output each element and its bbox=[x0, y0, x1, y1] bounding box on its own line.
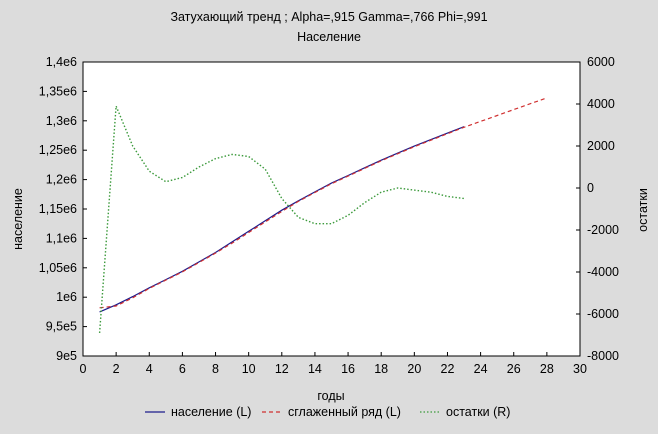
x-tick-label: 26 bbox=[507, 362, 521, 376]
chart-subtitle: Население bbox=[297, 30, 361, 44]
y-left-tick-label: 1,25e6 bbox=[39, 143, 77, 157]
y-left-tick-label: 1,35e6 bbox=[39, 84, 77, 98]
x-tick-label: 14 bbox=[308, 362, 322, 376]
chart-title: Затухающий тренд ; Alpha=,915 Gamma=,766… bbox=[170, 10, 487, 24]
x-tick-label: 28 bbox=[540, 362, 554, 376]
x-axis-label: годы bbox=[317, 389, 344, 403]
y-left-tick-label: 1,4e6 bbox=[46, 55, 77, 69]
y-left-tick-label: 9e5 bbox=[56, 349, 77, 363]
x-tick-label: 12 bbox=[275, 362, 289, 376]
y-left-tick-label: 9,5e5 bbox=[46, 320, 77, 334]
y-right-tick-label: -4000 bbox=[587, 265, 619, 279]
series-line-2 bbox=[99, 97, 548, 309]
plot-area bbox=[82, 61, 581, 357]
y-left-tick-label: 1,3e6 bbox=[46, 114, 77, 128]
y-left-tick-label: 1,2e6 bbox=[46, 173, 77, 187]
y-right-tick-label: 4000 bbox=[587, 97, 615, 111]
y-right-tick-label: -6000 bbox=[587, 307, 619, 321]
x-tick-label: 8 bbox=[212, 362, 219, 376]
y-left-tick-label: 1,1e6 bbox=[46, 231, 77, 245]
y-left-tick-label: 1,15e6 bbox=[39, 202, 77, 216]
x-tick-label: 0 bbox=[80, 362, 87, 376]
y-axis-right-label: остатки bbox=[636, 188, 650, 232]
y-left-tick-label: 1e6 bbox=[56, 290, 77, 304]
x-tick-label: 20 bbox=[407, 362, 421, 376]
x-tick-label: 18 bbox=[374, 362, 388, 376]
legend-label-1: население (L) bbox=[171, 405, 251, 419]
x-tick-label: 24 bbox=[474, 362, 488, 376]
series-layer bbox=[98, 97, 548, 333]
y-left-tick-label: 1,05e6 bbox=[39, 261, 77, 275]
x-tick-label: 2 bbox=[113, 362, 120, 376]
legend-label-3: остатки (R) bbox=[446, 405, 510, 419]
y-right-tick-label: -2000 bbox=[587, 223, 619, 237]
x-tick-label: 16 bbox=[341, 362, 355, 376]
y-right-tick-label: 2000 bbox=[587, 139, 615, 153]
y-right-tick-label: 6000 bbox=[587, 55, 615, 69]
y-right-tick-label: -8000 bbox=[587, 349, 619, 363]
y-right-tick-label: 0 bbox=[587, 181, 594, 195]
legend: население (L) сглаженный ряд (L) остатки (… bbox=[145, 405, 510, 419]
y-axis-left-label: население bbox=[11, 188, 25, 250]
axes-layer: 0 2 4 6 8 10 12 14 16 18 20 22 24 26 28 309e59,5e51e61,… bbox=[39, 55, 619, 376]
x-tick-label: 6 bbox=[179, 362, 186, 376]
x-tick-label: 30 bbox=[573, 362, 587, 376]
x-tick-label: 10 bbox=[242, 362, 256, 376]
x-tick-label: 22 bbox=[441, 362, 455, 376]
x-tick-label: 4 bbox=[146, 362, 153, 376]
legend-label-2: сглаженный ряд (L) bbox=[288, 405, 401, 419]
